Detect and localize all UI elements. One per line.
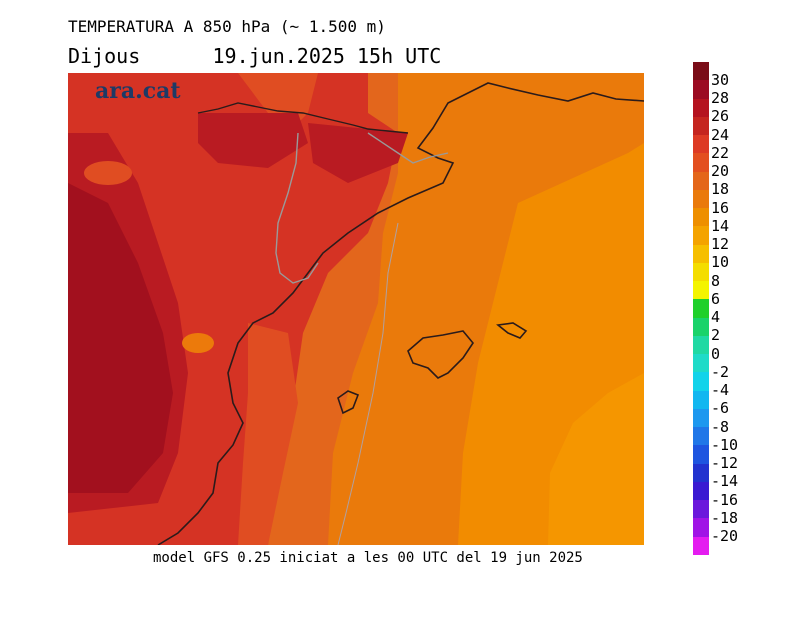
legend-label: -20 (711, 527, 739, 546)
legend-label: -14 (711, 472, 739, 491)
menorca (496, 322, 528, 339)
legend-label: -6 (711, 399, 730, 418)
legend-label: 12 (711, 235, 730, 254)
model-info: model GFS 0.25 iniciat a les 00 UTC del … (153, 550, 583, 566)
legend-swatch (693, 153, 709, 173)
temperature-map (68, 73, 644, 545)
legend-label: -4 (711, 381, 730, 400)
legend-swatch (693, 208, 709, 227)
legend-swatch (693, 80, 709, 99)
legend-label: 16 (711, 198, 730, 217)
forecast-datetime: 19.jun.2025 15h UTC (212, 44, 442, 68)
coastline (157, 82, 644, 545)
field-20b (238, 323, 298, 545)
legend-label: 2 (711, 326, 721, 345)
border-line-2 (367, 132, 449, 164)
legend-label: 22 (711, 143, 730, 162)
forecast-day: Dijous (68, 44, 141, 68)
field-24-north (198, 113, 308, 168)
border-line-3 (337, 222, 399, 545)
field-26 (68, 183, 173, 493)
legend-swatch (693, 390, 709, 410)
legend-swatch (693, 317, 709, 337)
border-line (275, 132, 319, 284)
map-title: TEMPERATURA A 850 hPa (~ 1.500 m) (68, 17, 386, 36)
legend-label: 20 (711, 162, 730, 181)
legend-swatch (693, 445, 709, 465)
legend-swatch (693, 427, 709, 446)
legend-label: 30 (711, 70, 730, 89)
legend-swatch (693, 135, 709, 154)
forecast-time: Dijous 19.jun.2025 15h UTC (68, 44, 441, 68)
field-14-warm (548, 373, 644, 545)
legend-label: 6 (711, 289, 721, 308)
mallorca (407, 330, 474, 379)
field-22-blob (84, 161, 132, 185)
legend-swatch (693, 335, 709, 355)
legend-swatch (693, 244, 709, 264)
field-24-pyrenees (308, 123, 408, 183)
legend-label: -8 (711, 417, 730, 436)
legend-label: 24 (711, 125, 730, 144)
legend-label: 14 (711, 216, 730, 235)
legend-swatch (693, 171, 709, 191)
legend-swatch (693, 281, 709, 300)
legend-swatch (693, 354, 709, 373)
legend-swatch (693, 408, 709, 428)
legend-label: 0 (711, 344, 721, 363)
legend-swatch (693, 481, 709, 501)
coastline-north (197, 102, 409, 134)
legend-swatch (693, 189, 709, 209)
legend-swatch (693, 262, 709, 282)
legend-label: 18 (711, 180, 730, 199)
legend-label: -2 (711, 362, 730, 381)
legend-label: 8 (711, 271, 721, 290)
legend-label: 10 (711, 253, 730, 272)
legend-swatch (693, 62, 709, 81)
ibiza (337, 390, 360, 415)
legend-swatch (693, 116, 709, 136)
legend-label: 4 (711, 308, 721, 327)
legend-swatch (693, 463, 709, 483)
legend-swatch (693, 500, 709, 519)
legend-swatch (693, 372, 709, 392)
legend-label: 28 (711, 89, 730, 108)
legend-swatch (693, 536, 709, 556)
temperature-legend: 30 28 26 24 22 20 18 16 14 12 10 8 6 4 2 0 -2 -4 -6 -8 -10 -1… (693, 62, 738, 556)
legend-label: -16 (711, 490, 739, 509)
legend-label: -10 (711, 435, 739, 454)
field-20-blob (182, 333, 214, 353)
legend-label: -12 (711, 454, 739, 473)
legend-swatch (693, 226, 709, 246)
ara-cat-logo: ara.cat (95, 78, 181, 104)
legend-swatch (693, 299, 709, 319)
legend-label: 26 (711, 107, 730, 126)
legend-swatch (693, 518, 709, 538)
legend-label: -18 (711, 508, 739, 527)
legend-swatch (693, 98, 709, 118)
